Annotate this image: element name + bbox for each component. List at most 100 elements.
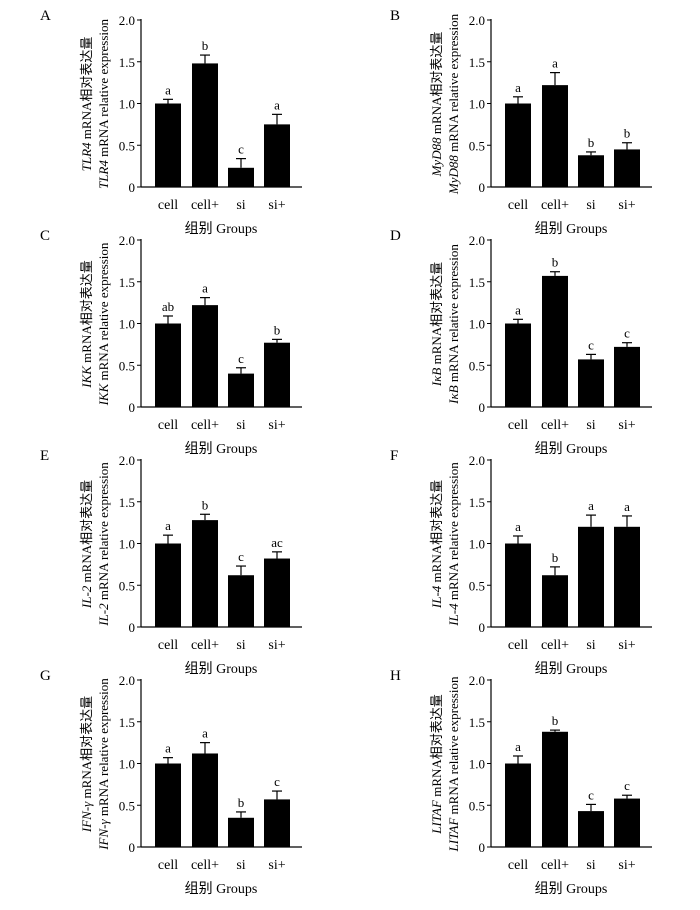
y-tick-label: 1.5: [469, 715, 485, 730]
x-category-label: si+: [268, 418, 285, 433]
x-category-label: si: [236, 638, 245, 653]
bar: [614, 149, 640, 187]
panel-label: C: [40, 228, 50, 244]
gene-name: IκB: [446, 385, 461, 405]
x-category-label: cell+: [541, 198, 569, 213]
panel-label: G: [40, 668, 51, 684]
x-category-label: si: [586, 638, 595, 653]
x-axis-label: 组别 Groups: [185, 881, 258, 897]
gene-name: TLR4: [96, 160, 111, 189]
significance-letter: ac: [271, 535, 283, 550]
y-tick-label: 2.0: [469, 13, 485, 28]
bar: [228, 817, 254, 847]
y-tick-label: 0.5: [469, 138, 485, 153]
x-category-label: cell: [158, 198, 178, 213]
gene-name: MyD88: [446, 155, 461, 195]
significance-letter: c: [238, 351, 244, 366]
gene-name: IFN-γ: [79, 801, 94, 833]
y-axis-label-en-text: mRNA relative expression: [446, 13, 461, 155]
bar: [578, 526, 604, 627]
y-tick-label: 1.0: [119, 757, 135, 772]
y-axis-label-en-text: mRNA relative expression: [446, 462, 461, 604]
y-axis-label-cn-text: mRNA相对表达量: [429, 480, 444, 586]
y-tick-label: 0: [129, 180, 136, 195]
y-axis-label-cn: LITAF mRNA相对表达量: [429, 694, 444, 835]
chart-panel-E: E 0 0.5 1.0 1.5 2.0 a cell b cell+ c si ac si+ 组别 Grou…: [40, 448, 302, 677]
x-category-label: cell: [508, 858, 528, 873]
y-tick-label: 0.5: [119, 138, 135, 153]
y-axis-label-cn-text: mRNA相对表达量: [79, 260, 94, 366]
significance-letter: c: [588, 787, 594, 802]
significance-letter: a: [274, 97, 280, 112]
x-axis-label: 组别 Groups: [535, 441, 608, 457]
bar: [614, 526, 640, 627]
y-tick-label: 1.5: [119, 715, 135, 730]
gene-name: LITAF: [429, 799, 444, 835]
chart-panel-G: G 0 0.5 1.0 1.5 2.0 a cell a cell+ b si c si+ 组别 Group…: [40, 668, 302, 897]
bar: [505, 543, 531, 627]
y-axis-label-cn: IFN-γ mRNA相对表达量: [79, 696, 94, 833]
panel-label: A: [40, 8, 51, 24]
bar: [155, 323, 181, 407]
bar: [614, 346, 640, 407]
chart-panel-F: F 0 0.5 1.0 1.5 2.0 a cell b cell+ a si a si+ 组别 Group…: [390, 448, 652, 677]
significance-letter: c: [238, 549, 244, 564]
x-category-label: si+: [618, 198, 635, 213]
bar: [578, 811, 604, 847]
x-category-label: cell: [158, 858, 178, 873]
bar: [542, 275, 568, 407]
panel-label: F: [390, 448, 398, 464]
significance-letter: a: [202, 726, 208, 741]
bar: [228, 373, 254, 407]
x-category-label: cell+: [191, 858, 219, 873]
y-tick-label: 2.0: [119, 13, 135, 28]
x-category-label: cell+: [541, 418, 569, 433]
y-tick-label: 0.5: [469, 578, 485, 593]
y-axis-label-en-text: mRNA relative expression: [446, 676, 461, 818]
significance-letter: c: [238, 142, 244, 157]
y-axis-label-en: IKK mRNA relative expression: [96, 242, 111, 406]
gene-name: IL-4: [429, 585, 444, 609]
panel-label: B: [390, 8, 400, 24]
y-tick-label: 1.0: [469, 97, 485, 112]
significance-letter: a: [165, 518, 171, 533]
y-axis-label-cn-text: mRNA相对表达量: [429, 32, 444, 138]
significance-letter: a: [588, 498, 594, 513]
y-tick-label: 1.0: [469, 757, 485, 772]
x-category-label: si+: [618, 418, 635, 433]
y-tick-label: 0: [479, 620, 486, 635]
y-tick-label: 2.0: [469, 233, 485, 248]
y-tick-label: 0: [129, 400, 136, 415]
chart-panel-H: H 0 0.5 1.0 1.5 2.0 a cell b cell+ c si c si+ 组别 Group…: [390, 668, 652, 897]
x-axis-label: 组别 Groups: [185, 221, 258, 237]
bar: [505, 103, 531, 187]
x-category-label: si: [236, 418, 245, 433]
significance-letter: a: [515, 739, 521, 754]
significance-letter: b: [588, 135, 595, 150]
y-tick-label: 2.0: [119, 453, 135, 468]
bar: [578, 359, 604, 407]
gene-name: IL-4: [446, 603, 461, 627]
bar: [578, 155, 604, 187]
significance-letter: c: [624, 326, 630, 341]
y-tick-label: 1.0: [119, 317, 135, 332]
bar: [228, 575, 254, 627]
chart-panel-C: C 0 0.5 1.0 1.5 2.0 ab cell a cell+ c si b si+ 组别 Grou…: [40, 228, 302, 457]
x-category-label: si+: [618, 858, 635, 873]
x-category-label: cell+: [191, 418, 219, 433]
y-axis-label-en: IL-2 mRNA relative expression: [96, 462, 111, 627]
gene-name: IKK: [79, 365, 94, 389]
significance-letter: a: [515, 80, 521, 95]
significance-letter: a: [624, 499, 630, 514]
bar: [155, 543, 181, 627]
gene-name: IFN-γ: [96, 819, 111, 851]
x-category-label: cell: [508, 198, 528, 213]
chart-panel-A: A 0 0.5 1.0 1.5 2.0 a cell b cell+ c si a si+ 组别 Group…: [40, 8, 302, 237]
significance-letter: c: [274, 774, 280, 789]
x-category-label: si+: [618, 638, 635, 653]
y-tick-label: 1.0: [119, 97, 135, 112]
bar: [192, 63, 218, 187]
y-axis-label-cn: IκB mRNA相对表达量: [429, 262, 444, 387]
panel-label: D: [390, 228, 401, 244]
bar: [542, 85, 568, 187]
